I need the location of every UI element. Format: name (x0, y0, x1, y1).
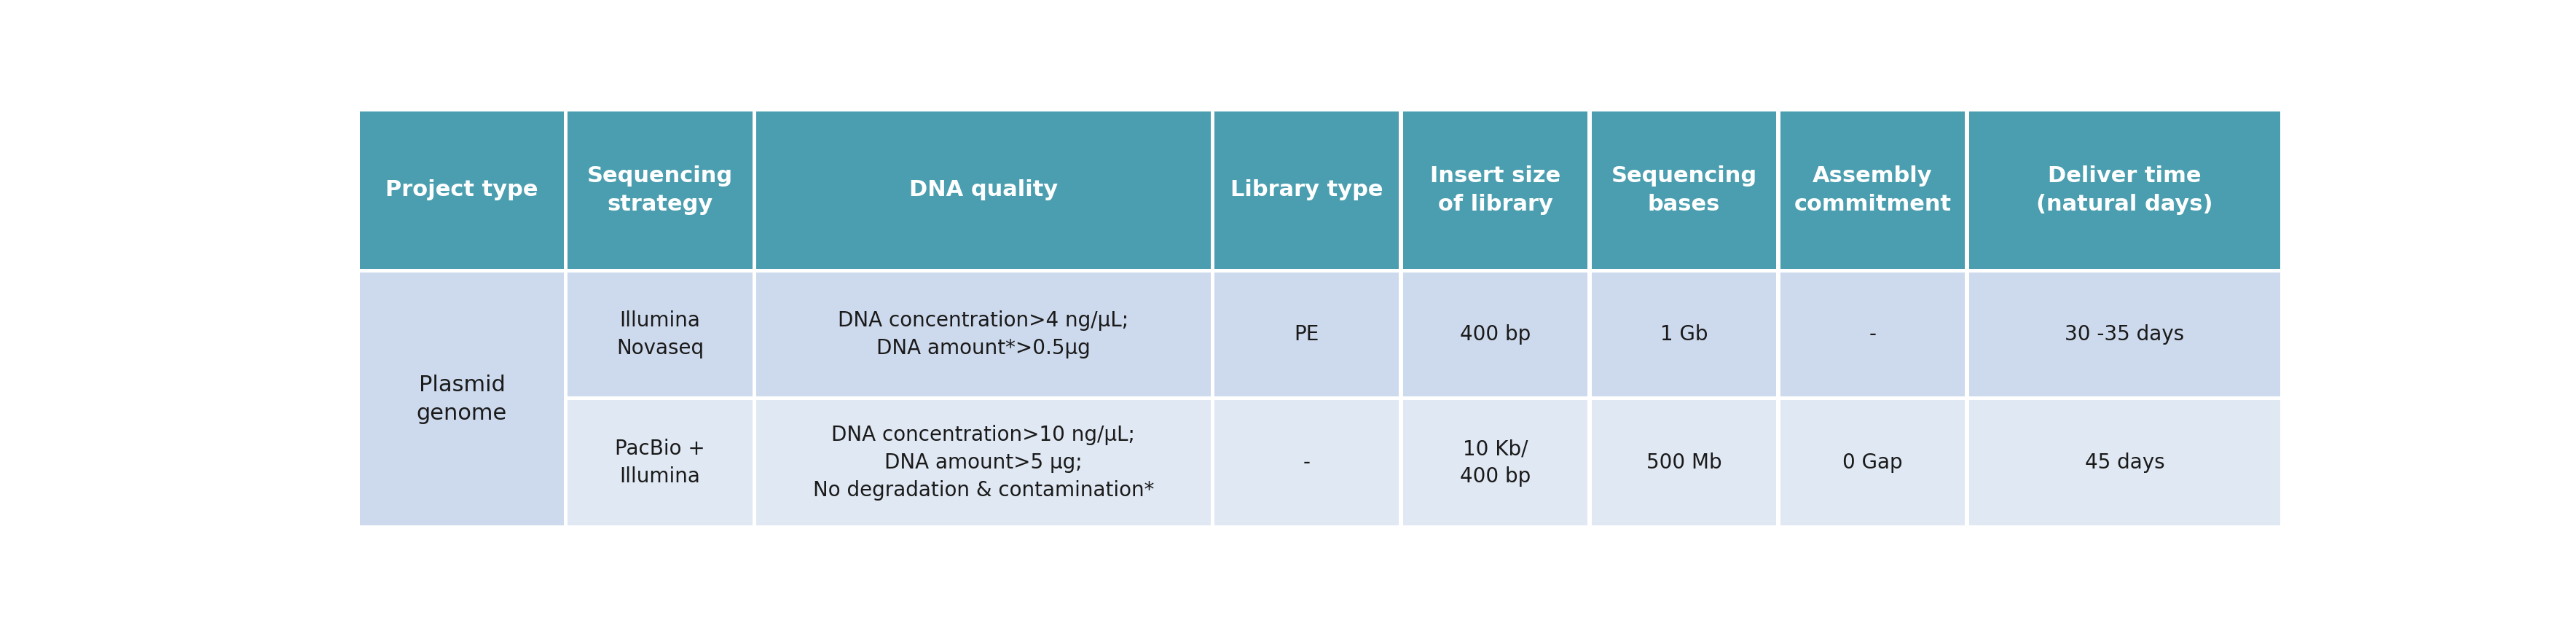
Bar (1404, 400, 1587, 526)
Text: DNA concentration>10 ng/μL;
DNA amount>5 μg;
No degradation & contamination*: DNA concentration>10 ng/μL; DNA amount>5… (814, 425, 1154, 500)
Text: 30 -35 days: 30 -35 days (2066, 324, 2184, 345)
Text: DNA quality: DNA quality (909, 180, 1059, 201)
Bar (757, 400, 1211, 526)
Text: PE: PE (1293, 324, 1319, 345)
Text: 10 Kb/
400 bp: 10 Kb/ 400 bp (1461, 439, 1530, 487)
Text: PacBio +
Illumina: PacBio + Illumina (616, 439, 706, 487)
Text: DNA concentration>4 ng/μL;
DNA amount*>0.5μg: DNA concentration>4 ng/μL; DNA amount*>0… (837, 310, 1128, 358)
Text: Library type: Library type (1231, 180, 1383, 201)
Text: 1 Gb: 1 Gb (1659, 324, 1708, 345)
Text: 500 Mb: 500 Mb (1646, 452, 1721, 473)
Bar (567, 273, 752, 396)
Bar (567, 112, 752, 269)
Bar (1968, 400, 2280, 526)
Text: 45 days: 45 days (2084, 452, 2164, 473)
Bar (1780, 400, 1965, 526)
Bar (1592, 112, 1777, 269)
Text: Illumina
Novaseq: Illumina Novaseq (616, 310, 703, 358)
Bar (1213, 400, 1399, 526)
Bar (1968, 273, 2280, 396)
Text: Plasmid
genome: Plasmid genome (417, 374, 507, 424)
Bar (361, 112, 564, 269)
Bar (1213, 112, 1399, 269)
Bar (1213, 273, 1399, 396)
Text: Project type: Project type (386, 180, 538, 201)
Bar (757, 112, 1211, 269)
Bar (567, 400, 752, 526)
Text: Insert size
of library: Insert size of library (1430, 165, 1561, 215)
Text: Sequencing
bases: Sequencing bases (1610, 165, 1757, 215)
Bar (1592, 400, 1777, 526)
Bar (1404, 112, 1587, 269)
Bar (361, 273, 564, 526)
Text: 400 bp: 400 bp (1461, 324, 1530, 345)
Text: Deliver time
(natural days): Deliver time (natural days) (2035, 165, 2213, 215)
Bar (358, 110, 2282, 528)
Text: 0 Gap: 0 Gap (1842, 452, 1904, 473)
Text: -: - (1870, 324, 1875, 345)
Bar (1968, 112, 2280, 269)
Text: -: - (1303, 452, 1311, 473)
Bar (1404, 273, 1587, 396)
Bar (757, 273, 1211, 396)
Bar (1780, 273, 1965, 396)
Text: Assembly
commitment: Assembly commitment (1793, 165, 1950, 215)
Bar (1592, 273, 1777, 396)
Bar (1780, 112, 1965, 269)
Text: Sequencing
strategy: Sequencing strategy (587, 165, 734, 215)
